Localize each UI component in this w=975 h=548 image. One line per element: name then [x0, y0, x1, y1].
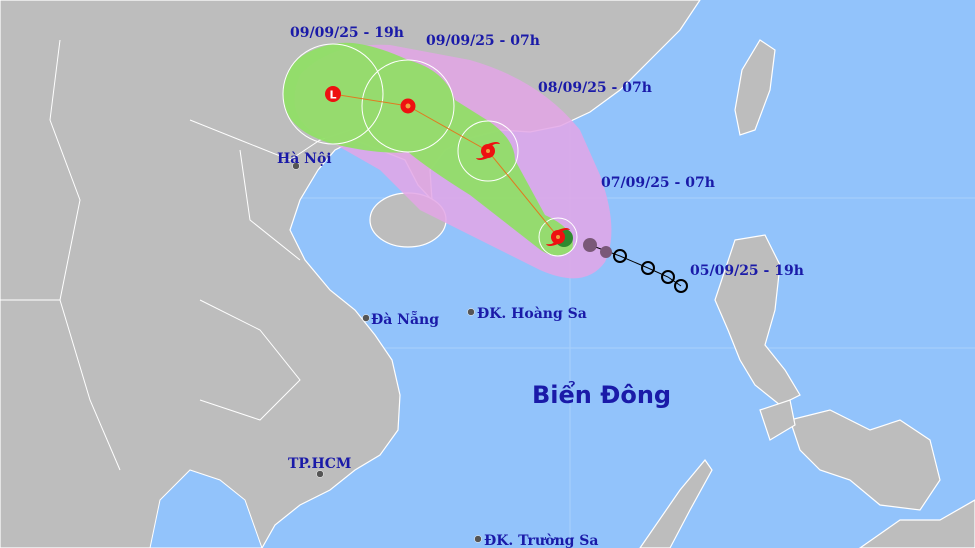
svg-text:TP.HCM: TP.HCM	[288, 456, 351, 472]
storm-icon	[476, 142, 500, 160]
past-storm-icons	[583, 238, 612, 258]
track-label-2: 09/09/25 - 07h	[426, 33, 540, 49]
forecast-track-line	[332, 93, 559, 238]
city-hoang-sa: ĐK. Hoàng Sa	[467, 306, 587, 322]
philippine-islands	[789, 409, 941, 511]
track-label-5: 05/09/25 - 19h	[690, 263, 804, 279]
borders	[0, 39, 351, 471]
past-depression-markers	[613, 249, 688, 293]
track-label-1: 09/09/25 - 19h	[290, 25, 404, 41]
city-hcm: TP.HCM	[288, 456, 351, 478]
danger-zone	[283, 42, 573, 256]
city-hanoi: Hà Nội	[277, 151, 332, 170]
svg-text:Hà Nội: Hà Nội	[277, 151, 332, 167]
svg-text:ĐK. Hoàng Sa: ĐK. Hoàng Sa	[477, 306, 587, 322]
palawan-island	[639, 459, 713, 548]
low-pressure-marker: L	[325, 86, 341, 102]
city-danang: Đà Nẵng	[362, 309, 439, 328]
svg-text:L: L	[329, 89, 336, 102]
borneo-island	[858, 499, 975, 548]
current-storm-icon	[546, 228, 573, 247]
svg-text:ĐK. Trường Sa: ĐK. Trường Sa	[484, 533, 598, 548]
uncertainty-circles	[282, 43, 578, 257]
tropical-depression-marker	[400, 98, 416, 114]
svg-text:Đà Nẵng: Đà Nẵng	[371, 309, 439, 328]
taiwan-island	[734, 39, 776, 136]
mindoro-island	[759, 399, 796, 441]
gulf-of-thailand	[149, 469, 263, 548]
luzon-island	[714, 234, 801, 406]
track-label-4: 07/09/25 - 07h	[601, 175, 715, 191]
track-label-3: 08/09/25 - 07h	[538, 80, 652, 96]
city-truong-sa: ĐK. Trường Sa	[474, 533, 598, 548]
sea-label: Biển Đông	[532, 379, 671, 409]
